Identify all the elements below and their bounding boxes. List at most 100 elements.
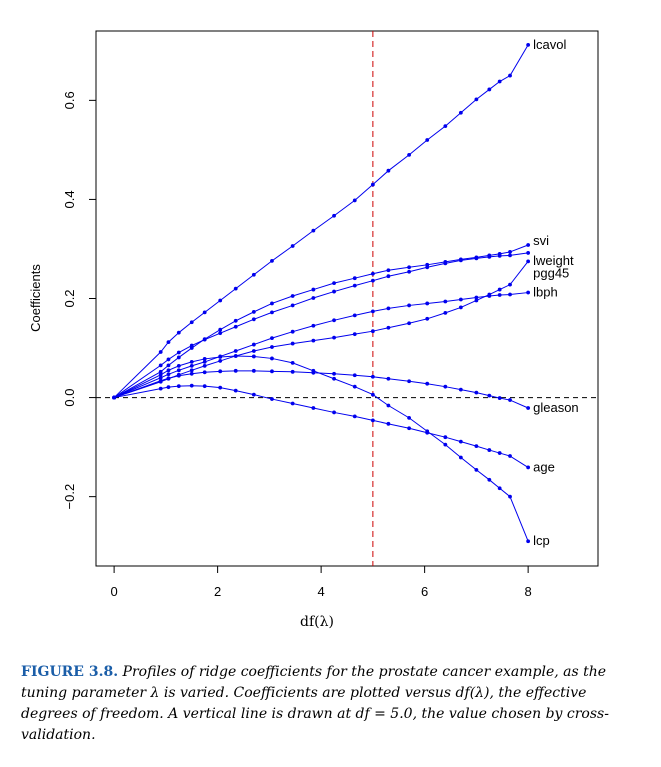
series-point-lcp [487, 477, 492, 482]
series-point-age [290, 401, 295, 406]
series-point-lcavol [202, 310, 207, 315]
series-point-gleason [189, 371, 194, 376]
series-point-gleason [370, 374, 375, 379]
series-point-lweight [386, 274, 391, 279]
series-point-lcp [497, 486, 502, 491]
series-point-lbph [458, 297, 463, 302]
y-axis-title: Coefficients [28, 264, 43, 332]
series-point-age [370, 418, 375, 423]
series-point-lcavol [176, 330, 181, 335]
series-point-lcavol [251, 272, 256, 277]
series-point-pgg45 [508, 282, 512, 287]
series-point-age [189, 383, 194, 388]
y-tick-label: 0.4 [62, 190, 77, 208]
series-point-lbph [443, 299, 448, 304]
series-point-lcp [290, 360, 295, 365]
series-point-gleason [166, 376, 171, 381]
series-point-lcavol [474, 97, 479, 102]
series-point-pgg45 [189, 368, 194, 373]
series-point-age [487, 448, 492, 452]
series-point-age [474, 444, 479, 449]
series-point-gleason [332, 371, 336, 376]
series-point-pgg45 [474, 298, 479, 303]
series-point-lbph [407, 303, 412, 308]
series-label-lcp: lcp [533, 533, 550, 548]
series-point-age [166, 385, 171, 390]
series-point-lbph [158, 375, 163, 380]
caption-figure-label: FIGURE 3.8. [21, 664, 119, 680]
series-point-lbph [508, 292, 512, 297]
x-tick-label: 4 [318, 584, 325, 599]
series-point-gleason [458, 387, 463, 392]
series-point-lbph [251, 342, 256, 347]
series-point-svi [370, 271, 375, 276]
series-point-gleason [176, 373, 181, 378]
series-point-svi [218, 327, 223, 332]
series-point-lweight [352, 283, 357, 288]
series-label-age: age [533, 459, 555, 474]
series-point-pgg45 [407, 321, 412, 326]
series-point-lbph [202, 360, 207, 364]
series-point-age [497, 451, 502, 455]
series-point-lweight [311, 296, 316, 300]
series-label-lbph: lbph [533, 285, 558, 300]
series-point-lcp [270, 356, 274, 361]
series-point-pgg45 [370, 329, 375, 334]
series-point-lcavol [508, 73, 512, 78]
series-point-lweight [290, 303, 295, 308]
x-tick-label: 8 [525, 584, 532, 599]
plot-data-layer [96, 31, 598, 566]
series-point-svi [352, 276, 357, 281]
series-point-lweight [332, 289, 336, 294]
series-line-svi [113, 244, 529, 399]
series-point-pgg45 [352, 332, 357, 337]
series-point-lcp [425, 429, 430, 434]
series-point-lcavol [443, 124, 448, 129]
series-point-lcavol [218, 298, 223, 303]
series-line-lcavol [113, 44, 529, 398]
series-point-pgg45 [386, 325, 391, 330]
series-point-lbph [176, 368, 181, 373]
figure-caption: FIGURE 3.8. Profiles of ridge coefficien… [21, 662, 643, 746]
series-point-lcp [311, 368, 316, 373]
series-point-pgg45 [311, 338, 316, 343]
series-point-lbph [487, 294, 492, 298]
series-point-lweight [158, 363, 163, 368]
series-point-lbph [497, 293, 502, 297]
y-tick-label: −0.2 [62, 484, 77, 510]
ridge-profile-chart: Coefficients df(λ) 0 2 4 6 8 −0.2 0.0 0.2 0.4 0.6… [28, 30, 599, 630]
series-point-gleason [425, 381, 430, 386]
series-point-lcavol [526, 42, 531, 47]
series-point-lweight [202, 337, 207, 342]
y-tick-label: 0.2 [62, 289, 77, 307]
series-point-lweight [474, 256, 479, 261]
series-point-lcp [158, 372, 163, 377]
series-point-lcavol [270, 258, 274, 263]
x-tick-label: 2 [214, 584, 221, 599]
series-point-lweight [425, 265, 430, 270]
series-point-gleason [158, 378, 163, 383]
series-line-lbph [113, 292, 529, 399]
series-point-pgg45 [251, 349, 256, 353]
series-point-age [443, 435, 448, 440]
series-point-svi [270, 301, 274, 306]
series-point-svi [332, 281, 336, 286]
series-point-lweight [487, 254, 492, 259]
ridge-coefficient-figure: Coefficients df(λ) 0 2 4 6 8 −0.2 0.0 0.2 0.4 0.6… [28, 30, 599, 630]
series-line-gleason [113, 370, 529, 409]
series-point-pgg45 [202, 363, 207, 368]
series-point-gleason [526, 406, 531, 410]
series-point-lcavol [233, 286, 238, 291]
series-point-age [158, 386, 163, 391]
series-point-lcavol [166, 340, 171, 344]
series-point-gleason [270, 369, 274, 374]
series-point-lweight [176, 350, 181, 355]
series-point-lcp [443, 442, 448, 447]
x-tick-label: 6 [421, 584, 428, 599]
series-point-lcp [508, 494, 512, 499]
series-point-lcavol [352, 198, 357, 203]
series-point-lcp [474, 467, 479, 472]
series-point-age [386, 421, 391, 426]
series-point-lbph [311, 323, 316, 328]
series-point-lcavol [497, 79, 502, 84]
